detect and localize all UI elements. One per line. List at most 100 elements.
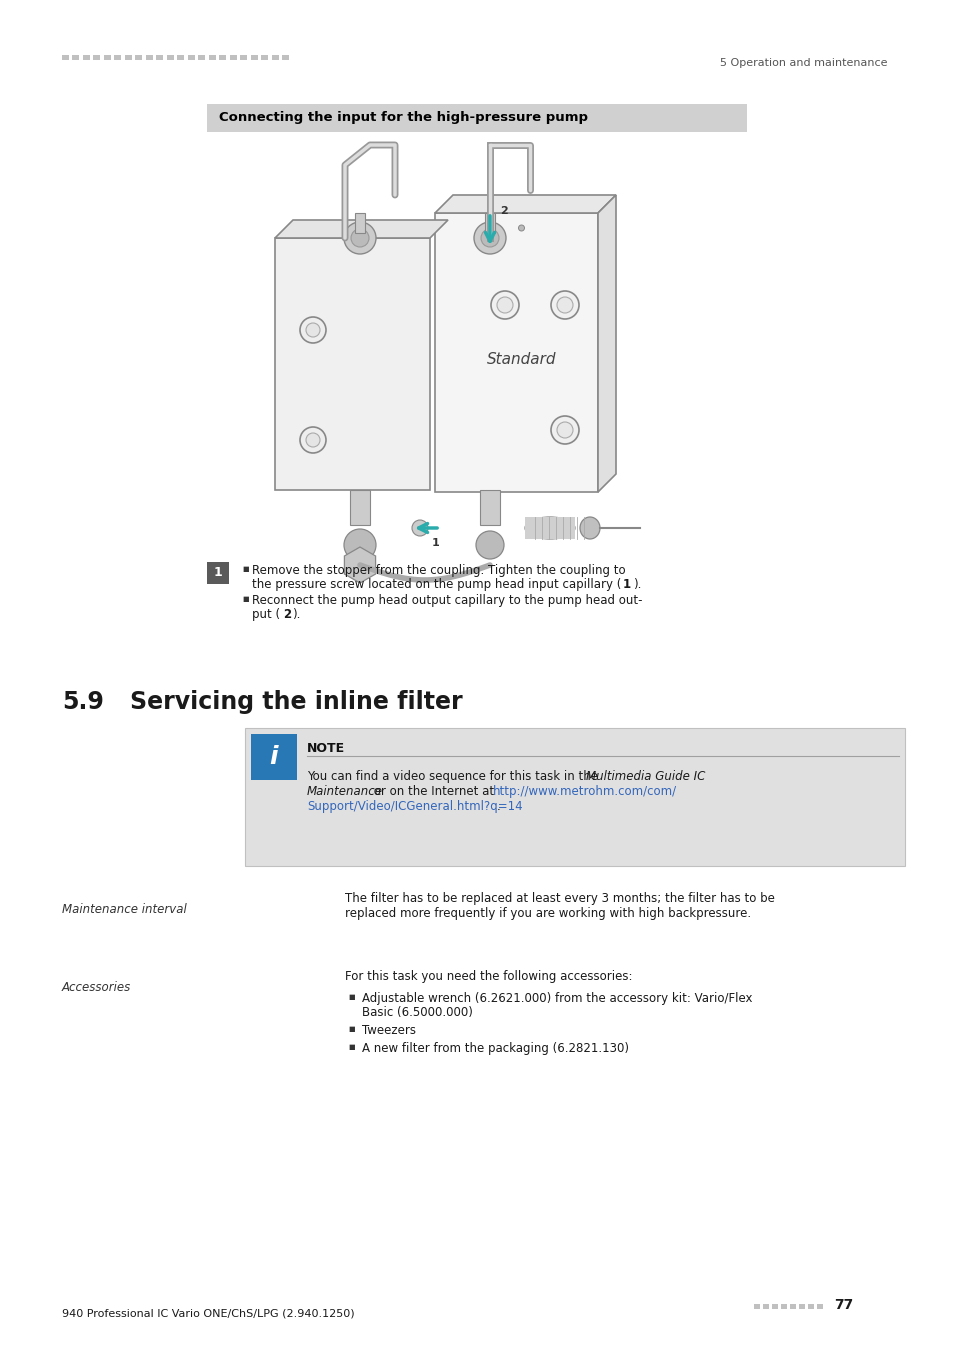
Text: replaced more frequently if you are working with high backpressure.: replaced more frequently if you are work… — [345, 907, 750, 919]
Ellipse shape — [524, 517, 575, 539]
Bar — [146, 55, 152, 59]
Bar — [355, 213, 365, 234]
Bar — [274, 238, 430, 490]
Text: .: . — [497, 801, 500, 813]
Bar — [251, 55, 257, 59]
Bar — [72, 55, 79, 59]
Text: ■: ■ — [348, 994, 355, 1000]
Text: Servicing the inline filter: Servicing the inline filter — [130, 690, 462, 714]
Text: ■: ■ — [242, 595, 249, 602]
Bar — [245, 728, 904, 865]
Bar — [524, 517, 575, 539]
Bar — [167, 55, 173, 59]
Text: NOTE: NOTE — [307, 743, 345, 755]
Ellipse shape — [579, 517, 599, 539]
Text: Support/Video/ICGeneral.html?q=14: Support/Video/ICGeneral.html?q=14 — [307, 801, 522, 813]
Bar — [799, 1304, 804, 1310]
Text: or on the Internet at: or on the Internet at — [370, 784, 497, 798]
Bar — [771, 1304, 778, 1310]
Text: the pressure screw located on the pump head input capillary (: the pressure screw located on the pump h… — [252, 578, 620, 591]
Text: ).: ). — [292, 608, 300, 621]
Text: 77: 77 — [833, 1297, 852, 1312]
Text: Standard: Standard — [486, 352, 556, 367]
Text: Connecting the input for the high-pressure pump: Connecting the input for the high-pressu… — [219, 111, 587, 123]
Bar — [762, 1304, 768, 1310]
Text: Multimedia Guide IC: Multimedia Guide IC — [585, 769, 704, 783]
Circle shape — [480, 230, 498, 247]
Circle shape — [344, 529, 375, 562]
Bar — [261, 55, 268, 59]
Polygon shape — [274, 220, 448, 238]
Bar — [282, 55, 289, 59]
Circle shape — [306, 323, 319, 338]
Circle shape — [351, 230, 369, 247]
Bar — [93, 55, 100, 59]
Bar — [230, 55, 236, 59]
Bar — [209, 55, 215, 59]
Text: ).: ). — [633, 578, 640, 591]
Circle shape — [551, 416, 578, 444]
Text: 2: 2 — [283, 608, 291, 621]
Text: Maintenance: Maintenance — [307, 784, 382, 798]
Bar — [816, 1304, 822, 1310]
Text: Remove the stopper from the coupling. Tighten the coupling to: Remove the stopper from the coupling. Ti… — [252, 564, 625, 576]
Bar — [62, 55, 69, 59]
Text: The filter has to be replaced at least every 3 months; the filter has to be: The filter has to be replaced at least e… — [345, 892, 774, 904]
Polygon shape — [598, 194, 616, 491]
Circle shape — [412, 520, 428, 536]
Bar — [177, 55, 184, 59]
Text: put (: put ( — [252, 608, 280, 621]
Text: Accessories: Accessories — [62, 981, 132, 994]
Circle shape — [299, 317, 326, 343]
Bar — [207, 562, 229, 585]
Text: i: i — [270, 745, 278, 769]
Circle shape — [557, 297, 573, 313]
Bar — [781, 1304, 786, 1310]
Bar — [350, 490, 370, 525]
Bar — [807, 1304, 813, 1310]
Bar — [198, 55, 205, 59]
Bar — [435, 213, 598, 491]
Text: You can find a video sequence for this task in the: You can find a video sequence for this t… — [307, 769, 601, 783]
Text: ■: ■ — [242, 566, 249, 572]
Circle shape — [497, 297, 513, 313]
Bar — [114, 55, 121, 59]
Circle shape — [551, 292, 578, 319]
Bar — [484, 213, 495, 234]
Circle shape — [476, 531, 503, 559]
Bar — [104, 55, 111, 59]
Bar — [188, 55, 194, 59]
Bar — [83, 55, 90, 59]
Circle shape — [491, 292, 518, 319]
Bar — [753, 1304, 760, 1310]
Text: Reconnect the pump head output capillary to the pump head out-: Reconnect the pump head output capillary… — [252, 594, 641, 608]
Circle shape — [474, 221, 505, 254]
Text: 2: 2 — [499, 207, 507, 216]
Bar — [272, 55, 278, 59]
Bar — [251, 734, 296, 780]
Text: ■: ■ — [348, 1026, 355, 1031]
Bar — [240, 55, 247, 59]
Bar — [219, 55, 226, 59]
Bar — [156, 55, 163, 59]
Text: 5 Operation and maintenance: 5 Operation and maintenance — [720, 58, 887, 68]
Text: 1: 1 — [622, 578, 631, 591]
Bar — [125, 55, 132, 59]
Text: http://www.metrohm.com/com/: http://www.metrohm.com/com/ — [493, 784, 677, 798]
Bar — [789, 1304, 795, 1310]
Text: A new filter from the packaging (6.2821.130): A new filter from the packaging (6.2821.… — [361, 1042, 628, 1054]
Text: 1: 1 — [432, 539, 439, 548]
Circle shape — [299, 427, 326, 454]
Text: 940 Professional IC Vario ONE/ChS/LPG (2.940.1250): 940 Professional IC Vario ONE/ChS/LPG (2… — [62, 1310, 355, 1319]
Circle shape — [557, 423, 573, 437]
Circle shape — [306, 433, 319, 447]
Circle shape — [344, 221, 375, 254]
Text: ■: ■ — [348, 1044, 355, 1050]
Text: 1: 1 — [213, 567, 222, 579]
Text: Maintenance interval: Maintenance interval — [62, 903, 187, 917]
Text: Adjustable wrench (6.2621.000) from the accessory kit: Vario/Flex: Adjustable wrench (6.2621.000) from the … — [361, 992, 752, 1004]
Bar — [479, 490, 499, 525]
Polygon shape — [344, 547, 375, 583]
Bar — [207, 104, 746, 132]
Polygon shape — [435, 194, 616, 213]
